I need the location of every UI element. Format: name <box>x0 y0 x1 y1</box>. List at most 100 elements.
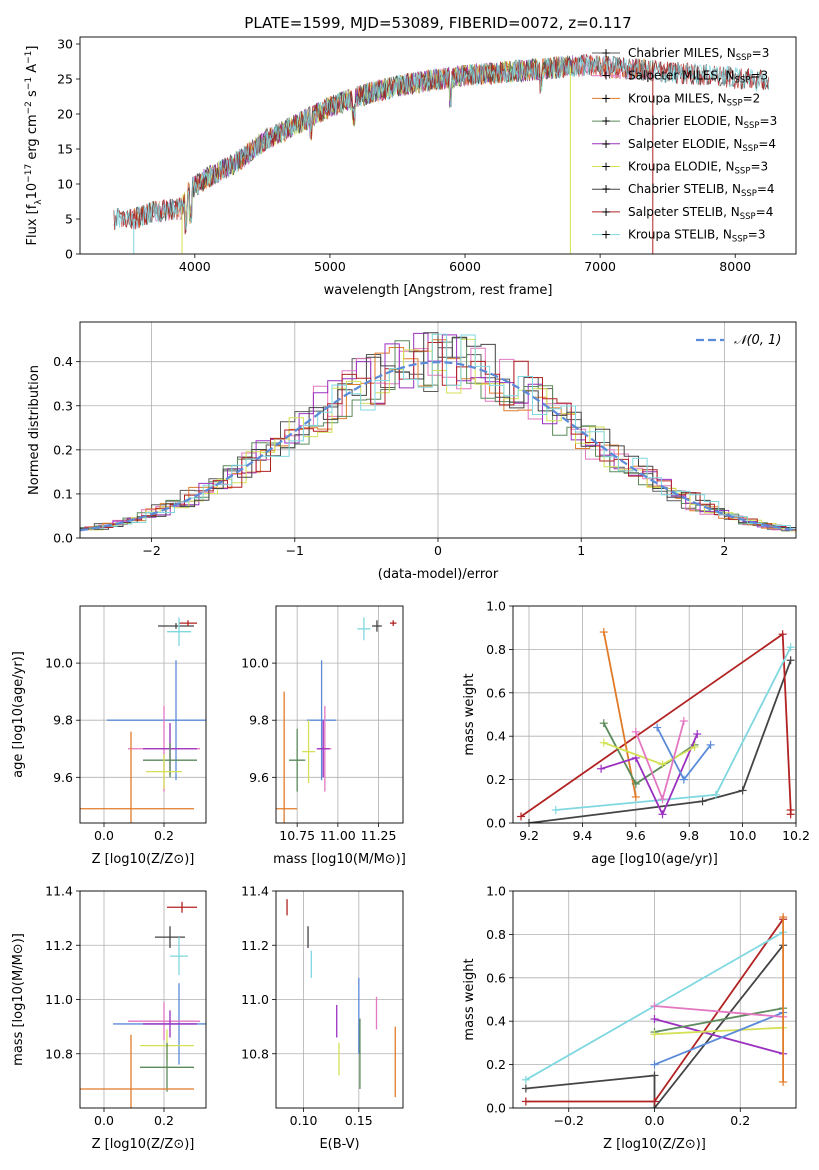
x-axis-label: Z [log10(Z/Z⊙)] <box>92 1137 195 1152</box>
x-axis-label: Z [log10(Z/Z⊙)] <box>603 1137 706 1152</box>
x-tick-label: 10.75 <box>279 828 315 843</box>
y-tick-label: 1.0 <box>486 884 506 899</box>
y-tick-label: 9.6 <box>53 770 73 785</box>
legend-marker: + <box>601 182 611 196</box>
y-axis-label-part: erg cm <box>25 114 40 163</box>
x-tick-label: 11.25 <box>361 828 397 843</box>
y-tick-label: 0.8 <box>486 927 506 942</box>
y-axis-label: Normed distribution <box>27 365 42 495</box>
legend-label: 𝒩(0, 1) <box>734 333 781 348</box>
legend-label: Chabrier STELIB, NSSP=4 <box>628 182 775 199</box>
legend-label-part: SSP <box>736 53 752 63</box>
mass-weight-line <box>555 646 792 811</box>
residuals-panel: −2 −1 0 1 2 0.0 0.1 0.2 0.3 0.4 (data-model)/error… <box>27 321 797 582</box>
mass-weight-line <box>603 741 695 766</box>
figure-title: PLATE=1599, MJD=53089, FIBERID=0072, z=0… <box>244 14 631 32</box>
x-tick-label: 0.10 <box>290 1113 318 1128</box>
legend-label-part: SSP <box>741 189 757 199</box>
errorbars <box>276 617 397 823</box>
y-axis-label: age [log10(age/yr)] <box>11 651 26 778</box>
x-tick-label: 10.0 <box>729 828 757 843</box>
mass-weight-line <box>528 659 792 823</box>
legend-label: Kroupa STELIB, NSSP=3 <box>628 228 766 245</box>
errorbar-point <box>276 691 298 823</box>
legend-label-part: Chabrier ELODIE, N <box>628 114 744 128</box>
legend-marker: + <box>601 137 611 151</box>
x-tick-label: 0.15 <box>345 1113 373 1128</box>
mass-weight-line <box>654 1026 784 1036</box>
y-tick-label: 20 <box>57 107 73 122</box>
y-tick-label: 11.0 <box>45 992 73 1007</box>
legend-label-part: =4 <box>757 182 775 196</box>
x-tick-label: 5000 <box>314 259 346 274</box>
y-tick-label: 0.6 <box>486 685 506 700</box>
errorbar-point <box>167 617 191 646</box>
legend-label-part: Salpeter MILES, N <box>628 69 735 83</box>
x-tick-label: 9.4 <box>572 828 592 843</box>
spectrum-line <box>113 54 770 231</box>
x-axis-label: age [log10(age/yr)] <box>591 852 718 867</box>
axes-frame <box>79 605 207 824</box>
y-tick-label: 0.1 <box>53 486 73 501</box>
y-axis-label-part: −2 <box>24 101 34 114</box>
y-tick-label: 11.4 <box>241 884 269 899</box>
mass-weight-line <box>600 733 699 817</box>
errorbar-point <box>128 1002 200 1041</box>
mass-weight-line <box>654 1005 784 1018</box>
y-axis-label-part: 10 <box>25 183 40 200</box>
x-tick-label: −1 <box>286 543 304 558</box>
errorbar-point <box>302 720 316 784</box>
mass-vs-metallicity-panel: 0.0 0.2 10.8 11.0 11.2 11.4 Z [log10(Z/Z⊙)] mas… <box>11 884 207 1152</box>
y-axis-label: mass [log10(M/M⊙)] <box>11 933 26 1066</box>
legend-label-part: Kroupa MILES, N <box>628 91 727 105</box>
x-tick-label: 0.0 <box>94 1113 114 1128</box>
y-tick-label: 1.0 <box>486 599 506 614</box>
y-tick-label: 0.0 <box>53 531 73 546</box>
errorbars <box>286 899 396 1098</box>
x-axis-label: mass [log10(M/M⊙)] <box>273 852 406 867</box>
mass-vs-ebv-panel: 0.10 0.15 10.8 11.0 11.2 11.4 E(B-V) <box>241 884 404 1152</box>
axes-frame <box>512 890 797 1109</box>
y-tick-label: 10.0 <box>241 656 269 671</box>
legend-marker: + <box>601 91 611 105</box>
x-tick-label: −2 <box>142 543 160 558</box>
spectrum-panel: 4000 5000 6000 7000 8000 0 5 10 15 20 25 30 waveleng… <box>24 37 797 298</box>
x-tick-label: 9.8 <box>679 828 699 843</box>
x-tick-label: 11.00 <box>320 828 356 843</box>
legend-label: Kroupa MILES, NSSP=2 <box>628 91 760 108</box>
y-tick-label: 0.3 <box>53 398 73 413</box>
legend-label-part: =4 <box>758 137 776 151</box>
y-tick-label: 0.4 <box>53 354 73 369</box>
y-axis-label-part: Flux [f <box>25 204 40 245</box>
legend-marker: + <box>601 228 611 242</box>
x-tick-label: 8000 <box>719 259 751 274</box>
mass-weight-lines <box>521 913 788 1108</box>
spectrum-line <box>113 53 770 235</box>
y-tick-label: 11.4 <box>45 884 73 899</box>
spectrum-lines <box>113 53 770 254</box>
legend-label-part: SSP <box>727 98 743 108</box>
legend-label-part: =3 <box>750 160 768 174</box>
legend-marker: + <box>601 114 611 128</box>
x-tick-label: 7000 <box>584 259 616 274</box>
legend-label-part: =3 <box>752 46 770 60</box>
legend-label-part: =3 <box>748 228 766 242</box>
errorbar-point <box>316 720 330 778</box>
axes-frame <box>79 321 797 539</box>
legend-label-part: SSP <box>742 144 758 154</box>
legend-label-part: SSP <box>740 212 756 222</box>
legend-label-part: SSP <box>735 76 751 86</box>
y-axis-label-part: ] <box>25 46 40 51</box>
legend-label-part: SSP <box>735 167 751 177</box>
errorbar-point <box>170 937 188 976</box>
legend-label-part: Kroupa ELODIE, N <box>628 160 735 174</box>
y-tick-label: 0.6 <box>486 970 506 985</box>
legend-label-part: Salpeter STELIB, N <box>628 205 740 219</box>
y-axis-label: mass weight <box>462 673 477 755</box>
legend-label: Chabrier ELODIE, NSSP=3 <box>628 114 777 131</box>
errorbar-point <box>146 754 182 789</box>
legend-label-part: =4 <box>756 205 774 219</box>
y-tick-label: 10.8 <box>45 1046 73 1061</box>
legend-label-part: Chabrier STELIB, N <box>628 182 741 196</box>
